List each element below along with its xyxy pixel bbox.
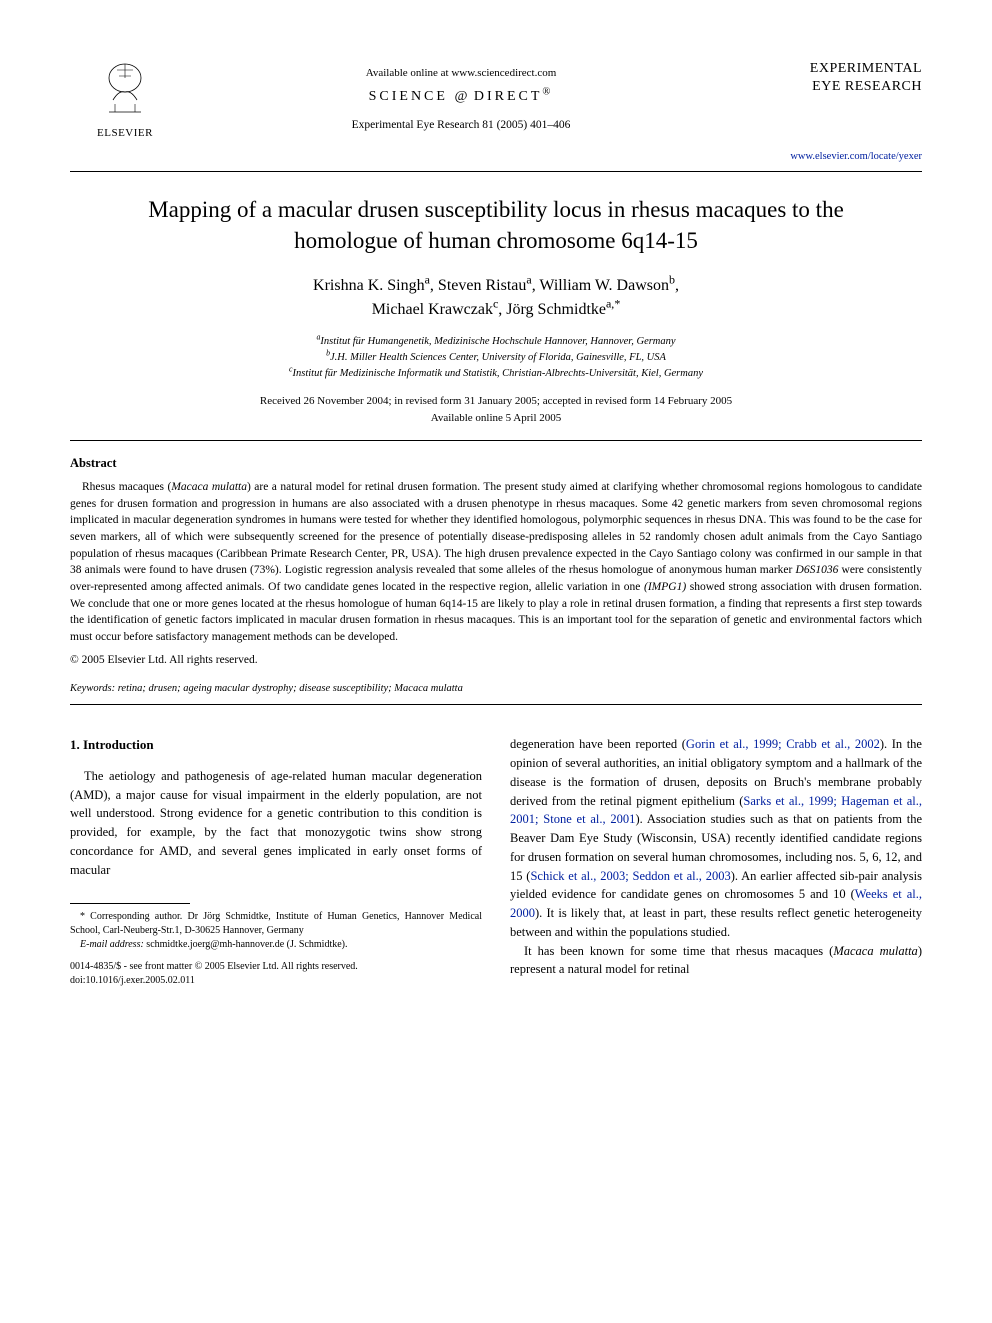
column-left: 1. Introduction The aetiology and pathog… bbox=[70, 735, 482, 988]
sd-at-icon: @ bbox=[454, 89, 467, 104]
affiliations: aInstitut für Humangenetik, Medizinische… bbox=[70, 334, 922, 381]
citation-link[interactable]: Gorin et al., 1999; Crabb et al., 2002 bbox=[686, 737, 880, 751]
body-columns: 1. Introduction The aetiology and pathog… bbox=[70, 735, 922, 988]
elsevier-tree-icon bbox=[70, 60, 180, 124]
publisher-logo-block: ELSEVIER bbox=[70, 60, 180, 141]
header-rule bbox=[70, 171, 922, 172]
sciencedirect-logo: SCIENCE @ DIRECT® bbox=[180, 87, 742, 107]
header-right: EXPERIMENTAL EYE RESEARCH www.elsevier.c… bbox=[742, 60, 922, 165]
issn-footnote: 0014-4835/$ - see front matter © 2005 El… bbox=[70, 960, 482, 974]
copyright-line: © 2005 Elsevier Ltd. All rights reserved… bbox=[70, 652, 922, 668]
available-online-text: Available online at www.sciencedirect.co… bbox=[180, 66, 742, 81]
section-1-heading: 1. Introduction bbox=[70, 735, 482, 755]
author-4: Michael Krawczak bbox=[372, 301, 493, 318]
doi-footnote: doi:10.1016/j.exer.2005.02.011 bbox=[70, 974, 482, 988]
journal-header: ELSEVIER Available online at www.science… bbox=[70, 60, 922, 165]
journal-name: EXPERIMENTAL EYE RESEARCH bbox=[742, 60, 922, 96]
sd-left: SCIENCE bbox=[369, 89, 448, 104]
publisher-label: ELSEVIER bbox=[70, 126, 180, 141]
email-footnote: E-mail address: schmidtke.joerg@mh-hanno… bbox=[70, 938, 482, 952]
intro-para-1-cont: degeneration have been reported (Gorin e… bbox=[510, 735, 922, 941]
abstract-text: Rhesus macaques (Macaca mulatta) are a n… bbox=[70, 479, 922, 646]
abstract-bottom-rule bbox=[70, 704, 922, 705]
citation-link[interactable]: Schick et al., 2003; Seddon et al., 2003 bbox=[530, 869, 730, 883]
sd-right: DIRECT bbox=[474, 89, 543, 104]
keywords-line: Keywords: retina; drusen; ageing macular… bbox=[70, 682, 922, 697]
intro-para-2: It has been known for some time that rhe… bbox=[510, 942, 922, 980]
journal-homepage-link[interactable]: www.elsevier.com/locate/yexer bbox=[742, 150, 922, 165]
header-center: Available online at www.sciencedirect.co… bbox=[180, 60, 742, 133]
corresponding-author-footnote: * Corresponding author. Dr Jörg Schmidtk… bbox=[70, 910, 482, 938]
authors-block: Krishna K. Singha, Steven Ristaua, Willi… bbox=[70, 274, 922, 322]
article-title: Mapping of a macular drusen susceptibili… bbox=[110, 194, 882, 256]
intro-para-1: The aetiology and pathogenesis of age-re… bbox=[70, 767, 482, 880]
column-right: degeneration have been reported (Gorin e… bbox=[510, 735, 922, 988]
abstract-heading: Abstract bbox=[70, 455, 922, 473]
footnote-rule bbox=[70, 903, 190, 904]
article-dates: Received 26 November 2004; in revised fo… bbox=[70, 393, 922, 426]
author-1: Krishna K. Singh bbox=[313, 277, 425, 294]
abstract-top-rule bbox=[70, 440, 922, 441]
journal-reference: Experimental Eye Research 81 (2005) 401–… bbox=[180, 117, 742, 133]
